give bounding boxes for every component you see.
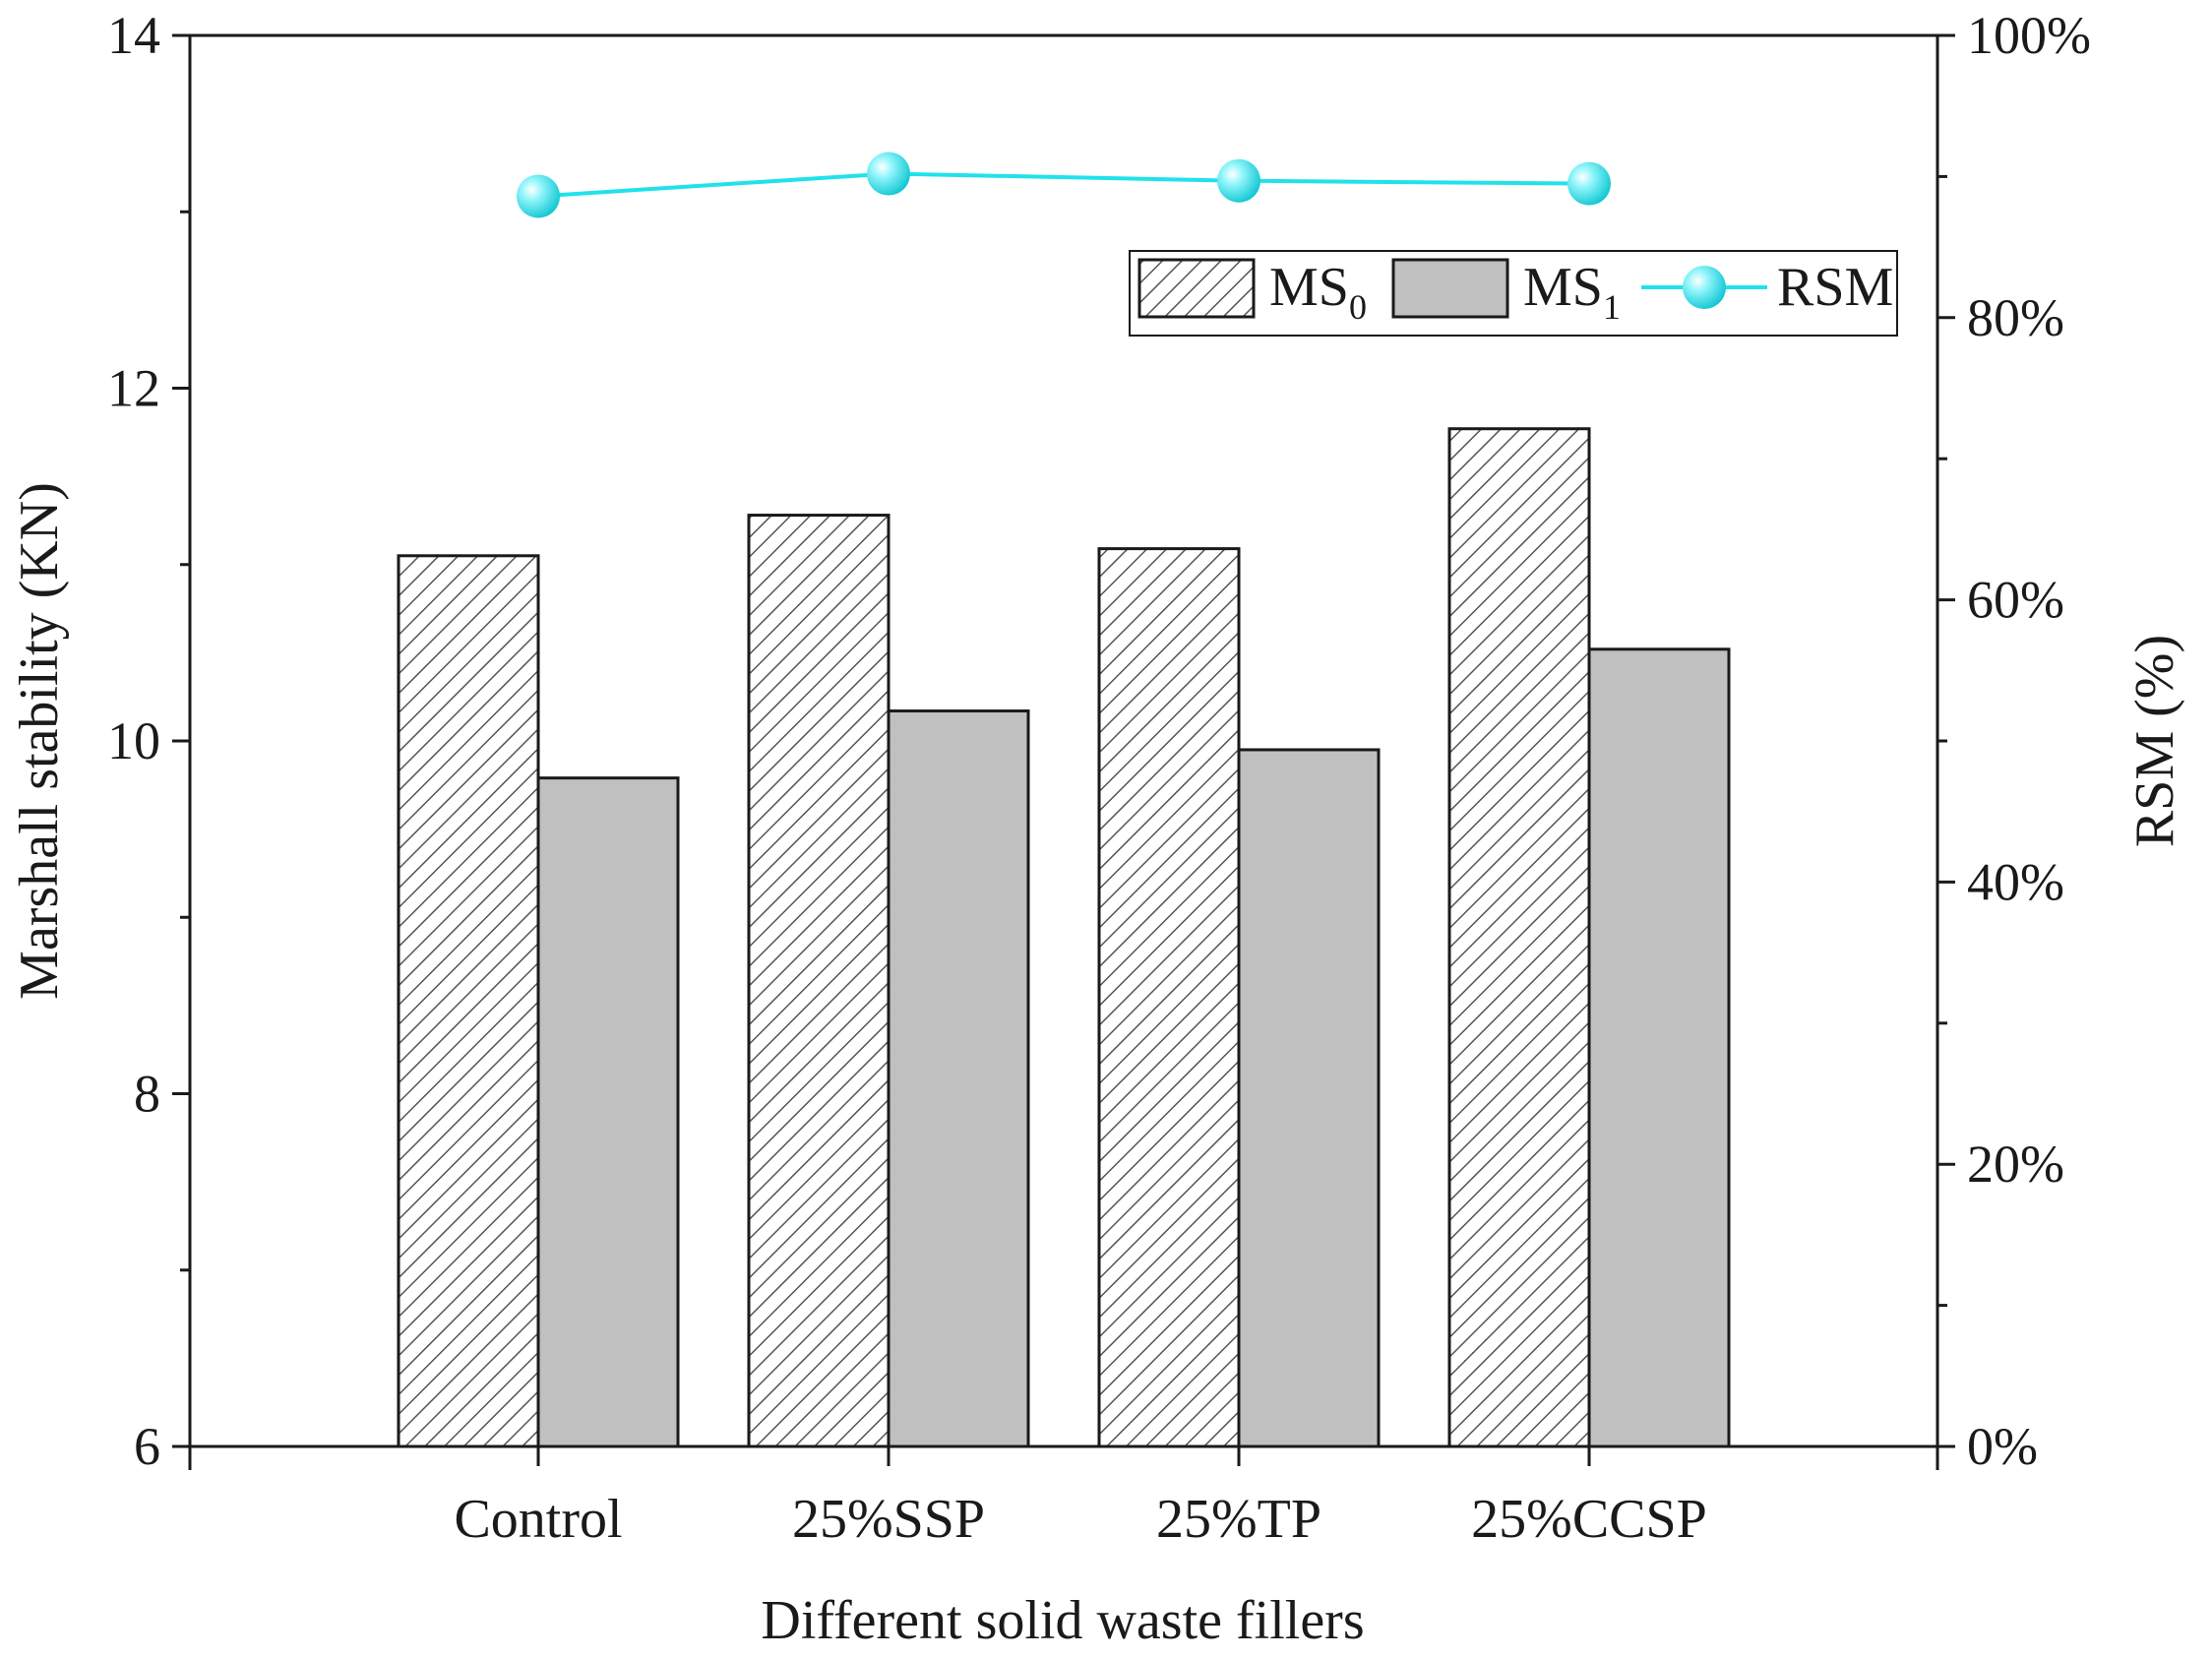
rsm-point-25ccsp (1567, 161, 1611, 206)
right-y-axis: 0% 20% 40% 60% 80% 100% (1937, 6, 2091, 1476)
y-tick-label: 10 (107, 711, 160, 770)
rsm-line (537, 171, 1590, 199)
bar-ms1-25ssp (887, 709, 1030, 1448)
x-tick-label: 25%TP (1156, 1489, 1321, 1550)
legend-label-ms0: MS0 (1269, 257, 1367, 327)
y-tick-label: 14 (107, 6, 160, 65)
bars-layer (397, 427, 1731, 1448)
x-tick-label: 25%CCSP (1471, 1489, 1707, 1550)
bar-ms0-25ssp (747, 514, 891, 1448)
rsm-point-control (517, 174, 560, 218)
y2-tick-label: 40% (1967, 852, 2064, 911)
y2-axis-title: RSM (%) (2124, 635, 2185, 847)
legend-label-rsm: RSM (1777, 257, 1893, 318)
bar-ms0-control (397, 554, 540, 1448)
y-tick-label: 12 (107, 359, 160, 418)
x-axis-title: Different solid waste fillers (761, 1590, 1364, 1651)
y2-tick-label: 80% (1967, 288, 2064, 347)
y2-tick-label: 0% (1967, 1417, 2038, 1476)
y-tick-label: 8 (134, 1065, 160, 1124)
left-y-axis: 6 8 10 12 14 (107, 6, 190, 1476)
y-axis-title: Marshall stability (KN) (9, 482, 70, 1000)
x-tick-label: 25%SSP (792, 1489, 985, 1550)
y2-tick-label: 20% (1967, 1135, 2064, 1194)
bar-ms1-25tp (1237, 748, 1381, 1448)
x-tick-label: Control (454, 1489, 622, 1550)
x-axis: Control 25%SSP 25%TP 25%CCSP (188, 1446, 1939, 1550)
rsm-line-layer (517, 152, 1611, 218)
legend-label-ms1: MS1 (1523, 257, 1621, 327)
y2-tick-label: 60% (1967, 571, 2064, 630)
y-tick-label: 6 (134, 1417, 160, 1476)
bar-ms0-25tp (1097, 547, 1241, 1448)
bar-ms1-25ccsp (1587, 647, 1731, 1448)
bar-ms0-25ccsp (1447, 427, 1591, 1448)
rsm-point-25tp (1217, 158, 1260, 203)
legend-box (1129, 250, 1898, 337)
legend-swatch-rsm-marker (1683, 266, 1726, 309)
y2-tick-label: 100% (1967, 6, 2091, 65)
bar-ms1-control (536, 776, 680, 1448)
legend-swatch-ms1 (1391, 258, 1509, 319)
legend-swatch-ms0 (1137, 258, 1256, 319)
rsm-point-25ssp (867, 152, 910, 196)
legend: MS0 MS1 RSM (1129, 250, 1898, 337)
